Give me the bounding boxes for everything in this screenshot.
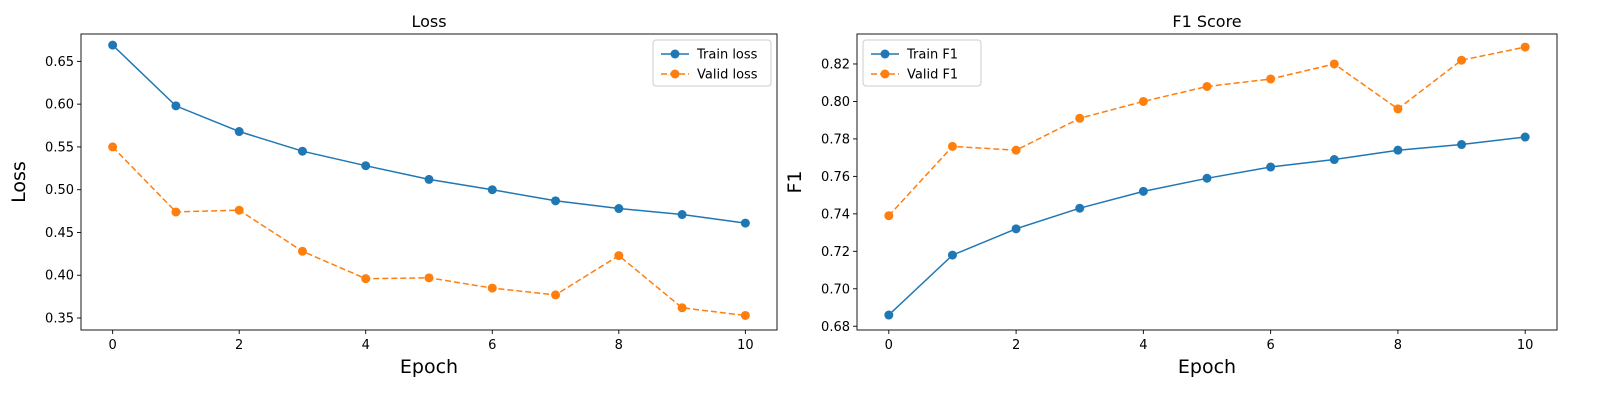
data-point (487, 185, 497, 195)
y-tick-label: 0.55 (45, 140, 74, 155)
data-point (1202, 81, 1212, 91)
data-point (171, 207, 181, 217)
data-point (1393, 145, 1403, 155)
data-point (424, 273, 434, 283)
data-point (1393, 104, 1403, 114)
data-point (947, 250, 957, 260)
x-tick-label: 6 (488, 338, 496, 353)
y-tick-label: 0.40 (45, 269, 74, 284)
legend-marker (670, 49, 680, 59)
legend-label: Valid F1 (907, 68, 958, 83)
data-point (1266, 162, 1276, 172)
data-point (551, 196, 561, 206)
x-tick-label: 6 (1266, 338, 1274, 353)
data-point (677, 303, 687, 313)
data-point (1457, 140, 1467, 150)
data-point (1329, 155, 1339, 165)
y-tick-label: 0.74 (821, 207, 850, 222)
legend-marker (880, 69, 890, 79)
x-tick-label: 4 (1139, 338, 1147, 353)
data-point (1075, 203, 1085, 213)
data-point (297, 146, 307, 156)
data-point (424, 174, 434, 184)
y-tick-label: 0.78 (821, 132, 850, 147)
legend: Train F1 Valid F1 (862, 39, 982, 87)
data-point (1202, 173, 1212, 183)
data-point (947, 141, 957, 151)
data-point (614, 251, 624, 261)
x-tick-label: 0 (108, 338, 116, 353)
data-point (884, 211, 894, 221)
data-point (740, 218, 750, 228)
data-point (551, 290, 561, 300)
y-tick-label: 0.50 (45, 183, 74, 198)
legend-label: Valid loss (697, 68, 758, 83)
data-point (1075, 113, 1085, 123)
plot-frame (80, 33, 778, 331)
x-axis-label: Epoch (400, 356, 458, 378)
data-point (1138, 96, 1148, 106)
x-tick-label: 10 (1517, 338, 1534, 353)
data-point (1457, 55, 1467, 65)
data-point (297, 246, 307, 256)
f1-chart: F1 Score 0 2 4 6 8 10 0.68 0.70 0.72 0.74 0.76 0.78 0… (784, 12, 1558, 378)
data-point (677, 210, 687, 220)
x-tick-label: 0 (885, 338, 893, 353)
data-point (1266, 74, 1276, 84)
legend-marker (670, 69, 680, 79)
y-tick-label: 0.72 (821, 245, 850, 260)
legend-label: Train F1 (906, 48, 958, 63)
chart-title: Loss (411, 12, 446, 31)
data-point (1329, 59, 1339, 69)
data-point (1011, 145, 1021, 155)
y-tick-label: 0.76 (821, 170, 850, 185)
y-tick-label: 0.65 (45, 55, 74, 70)
data-point (487, 283, 497, 293)
y-tick-label: 0.82 (821, 57, 850, 72)
data-point (1520, 132, 1530, 142)
data-point (740, 310, 750, 320)
legend: Train loss Valid loss (652, 39, 772, 87)
data-point (108, 142, 118, 152)
y-axis-label: F1 (784, 170, 806, 193)
data-point (1011, 224, 1021, 234)
y-tick-label: 0.60 (45, 98, 74, 113)
legend-marker (880, 49, 890, 59)
data-point (108, 40, 118, 50)
y-tick-label: 0.68 (821, 320, 850, 335)
y-tick-label: 0.70 (821, 282, 850, 297)
x-tick-label: 8 (615, 338, 623, 353)
data-point (234, 205, 244, 215)
chart-title: F1 Score (1172, 12, 1241, 31)
plot-frame (856, 33, 1558, 331)
y-tick-label: 0.35 (45, 312, 74, 327)
data-point (1520, 42, 1530, 52)
data-point (614, 204, 624, 214)
x-tick-label: 8 (1394, 338, 1402, 353)
data-point (884, 310, 894, 320)
x-tick-label: 2 (1012, 338, 1020, 353)
data-point (361, 161, 371, 171)
y-axis-label: Loss (8, 161, 30, 203)
data-point (1138, 186, 1148, 196)
x-axis-label: Epoch (1178, 356, 1236, 378)
legend-label: Train loss (696, 48, 758, 63)
data-point (171, 101, 181, 111)
y-tick-label: 0.45 (45, 226, 74, 241)
data-point (234, 127, 244, 137)
data-point (361, 274, 371, 284)
y-tick-label: 0.80 (821, 95, 850, 110)
x-tick-label: 2 (235, 338, 243, 353)
loss-chart: Loss 0 2 4 6 8 10 0.35 0.40 0.45 0.50 0.55 0.60 0.65 E… (8, 12, 778, 378)
x-tick-label: 4 (362, 338, 370, 353)
x-tick-label: 10 (737, 338, 754, 353)
